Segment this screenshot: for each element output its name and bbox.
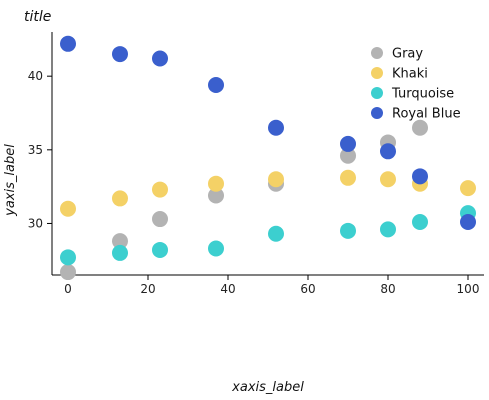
x-tick-label: 80: [380, 282, 395, 296]
x-tick-label: 100: [457, 282, 480, 296]
legend-label: Royal Blue: [392, 107, 461, 122]
data-point: [60, 249, 76, 266]
marks: [60, 35, 476, 281]
data-point: [340, 169, 356, 186]
legend-label: Turquoise: [391, 87, 454, 102]
data-point: [152, 50, 168, 67]
data-point: [340, 135, 356, 152]
series-royal-blue: [60, 35, 476, 230]
axes: 0 20 40 60 80 100 30 35 40: [28, 32, 484, 296]
data-point: [112, 244, 128, 261]
x-tick-label: 40: [220, 282, 235, 296]
y-tick-label: 35: [28, 143, 43, 157]
y-axis-title: yaxis_label: [3, 144, 18, 217]
y-tick-label: 40: [28, 69, 43, 83]
series-gray: [60, 119, 428, 281]
data-point: [412, 168, 428, 185]
legend-marker: [371, 107, 383, 119]
chart-title: title: [24, 9, 51, 25]
data-point: [412, 119, 428, 136]
legend-marker: [371, 67, 383, 79]
data-point: [60, 264, 76, 281]
data-point: [152, 241, 168, 258]
data-point: [60, 200, 76, 217]
data-point: [268, 119, 284, 136]
data-point: [112, 46, 128, 63]
data-point: [208, 77, 224, 94]
legend-marker: [371, 87, 383, 99]
y-tick-label: 30: [28, 216, 43, 230]
data-point: [460, 180, 476, 197]
data-point: [208, 175, 224, 192]
data-point: [380, 221, 396, 238]
data-point: [340, 147, 356, 164]
data-point: [268, 225, 284, 242]
x-axis-title: xaxis_label: [231, 380, 304, 395]
data-point: [460, 213, 476, 230]
data-point: [112, 233, 128, 250]
data-point: [112, 190, 128, 207]
data-point: [152, 211, 168, 228]
series-turquoise: [60, 205, 476, 266]
x-tick-label: 20: [140, 282, 155, 296]
legend-label: Khaki: [392, 67, 428, 82]
data-point: [380, 143, 396, 160]
legend-label: Gray: [392, 47, 423, 62]
data-point: [412, 213, 428, 230]
data-point: [340, 222, 356, 239]
x-tick-label: 60: [300, 282, 315, 296]
data-point: [380, 171, 396, 188]
data-point: [268, 171, 284, 188]
data-point: [60, 35, 76, 52]
data-point: [208, 187, 224, 204]
legend: Gray Khaki Turquoise Royal Blue: [371, 47, 461, 122]
x-tick-label: 0: [64, 282, 72, 296]
data-point: [208, 240, 224, 257]
legend-marker: [371, 47, 383, 59]
data-point: [152, 181, 168, 198]
